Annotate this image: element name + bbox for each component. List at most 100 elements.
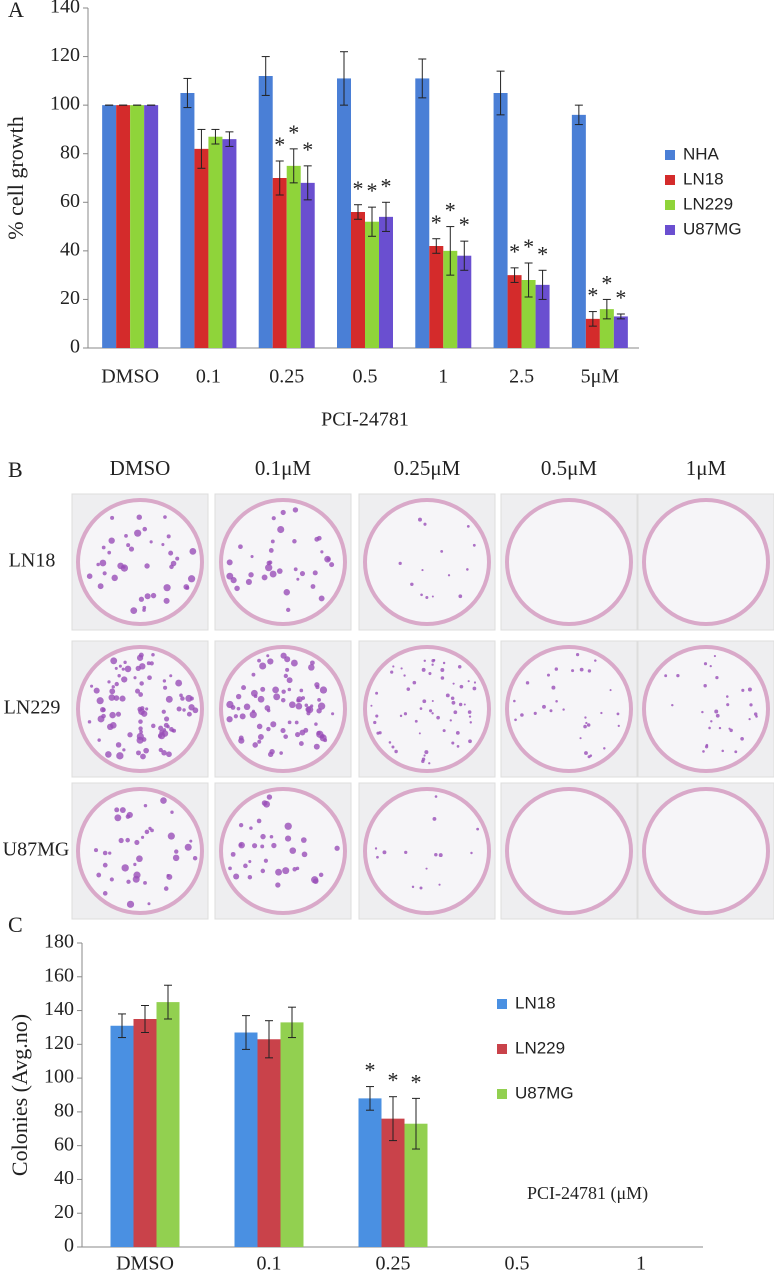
colony — [127, 732, 133, 738]
colony — [97, 583, 104, 590]
error-bar — [242, 1015, 250, 1050]
colony — [472, 543, 476, 547]
colony — [284, 822, 292, 830]
bar — [257, 1039, 281, 1247]
error-bar — [211, 128, 220, 145]
colony — [114, 681, 119, 687]
colony — [263, 858, 269, 863]
colony — [458, 594, 463, 599]
colony — [138, 726, 143, 731]
colony — [287, 687, 292, 692]
colony — [124, 533, 128, 538]
colony — [715, 675, 719, 680]
culture-plate — [358, 782, 496, 920]
colony — [418, 732, 421, 735]
y-axis-label: % cell growth — [3, 116, 28, 239]
colony — [102, 850, 108, 856]
colony — [671, 703, 674, 707]
bar — [571, 114, 586, 348]
colony — [96, 697, 104, 705]
colony — [260, 686, 266, 692]
colony — [166, 874, 173, 880]
colony — [165, 695, 173, 703]
colony — [108, 851, 112, 855]
y-tick-label: 140 — [50, 0, 80, 18]
colony — [715, 713, 720, 718]
colony — [160, 797, 167, 804]
colony — [99, 559, 107, 567]
colony — [124, 665, 132, 673]
colony — [179, 693, 183, 698]
colony — [440, 549, 444, 553]
colony — [269, 570, 277, 578]
colony — [458, 702, 463, 707]
colony — [710, 720, 713, 723]
colony — [295, 702, 303, 710]
colony — [284, 656, 291, 663]
colony — [431, 595, 434, 598]
colony — [182, 708, 186, 712]
colony — [299, 729, 306, 736]
colony — [283, 734, 289, 739]
row-label: U87MG — [3, 839, 70, 861]
colony — [150, 828, 154, 833]
colony — [143, 803, 148, 808]
y-tick-label: 80 — [54, 1099, 74, 1121]
colony — [170, 560, 177, 567]
colony — [284, 835, 292, 842]
colony — [163, 685, 168, 690]
colony — [163, 515, 167, 519]
colony — [146, 661, 151, 666]
plate-rim — [505, 645, 633, 773]
bar — [222, 139, 237, 348]
colony — [466, 525, 470, 528]
colony — [151, 653, 155, 657]
colony — [107, 680, 111, 684]
error-bar — [412, 1097, 420, 1150]
colony — [283, 588, 291, 596]
colony — [403, 712, 408, 716]
colony — [269, 834, 274, 839]
error-bar — [432, 238, 441, 254]
colony — [114, 814, 122, 822]
colony — [533, 711, 537, 715]
colony — [267, 658, 274, 665]
colony — [431, 663, 434, 666]
colony — [434, 852, 438, 857]
y-tick-label: 180 — [44, 931, 74, 953]
colony — [421, 569, 424, 572]
error-bar — [261, 56, 270, 96]
colony — [192, 855, 198, 861]
colony — [375, 714, 379, 718]
error-bar — [164, 984, 172, 1020]
colony — [276, 568, 283, 574]
error-bar — [510, 267, 519, 283]
y-tick-label: 120 — [44, 1032, 74, 1054]
colony — [110, 515, 115, 520]
colony — [271, 516, 276, 521]
y-tick-label: 100 — [44, 1066, 74, 1088]
colony — [151, 723, 156, 729]
colony — [125, 837, 130, 843]
colony — [256, 818, 262, 824]
colony — [136, 855, 143, 863]
colony — [382, 850, 387, 855]
colony — [438, 883, 441, 886]
plate-rim — [642, 645, 770, 773]
colony — [292, 539, 297, 544]
bar — [272, 178, 287, 348]
colony — [121, 667, 125, 671]
colony — [161, 542, 165, 547]
colony — [428, 709, 433, 713]
colony — [158, 725, 164, 731]
colony — [143, 880, 147, 885]
bar — [144, 105, 159, 349]
colony — [425, 867, 428, 870]
colony — [233, 714, 238, 719]
colony — [185, 585, 190, 590]
plate-rim — [219, 645, 347, 773]
colony — [317, 702, 326, 710]
y-tick-label: 100 — [50, 93, 80, 115]
x-tick-label: 2.5 — [509, 366, 534, 388]
bar — [130, 105, 145, 349]
